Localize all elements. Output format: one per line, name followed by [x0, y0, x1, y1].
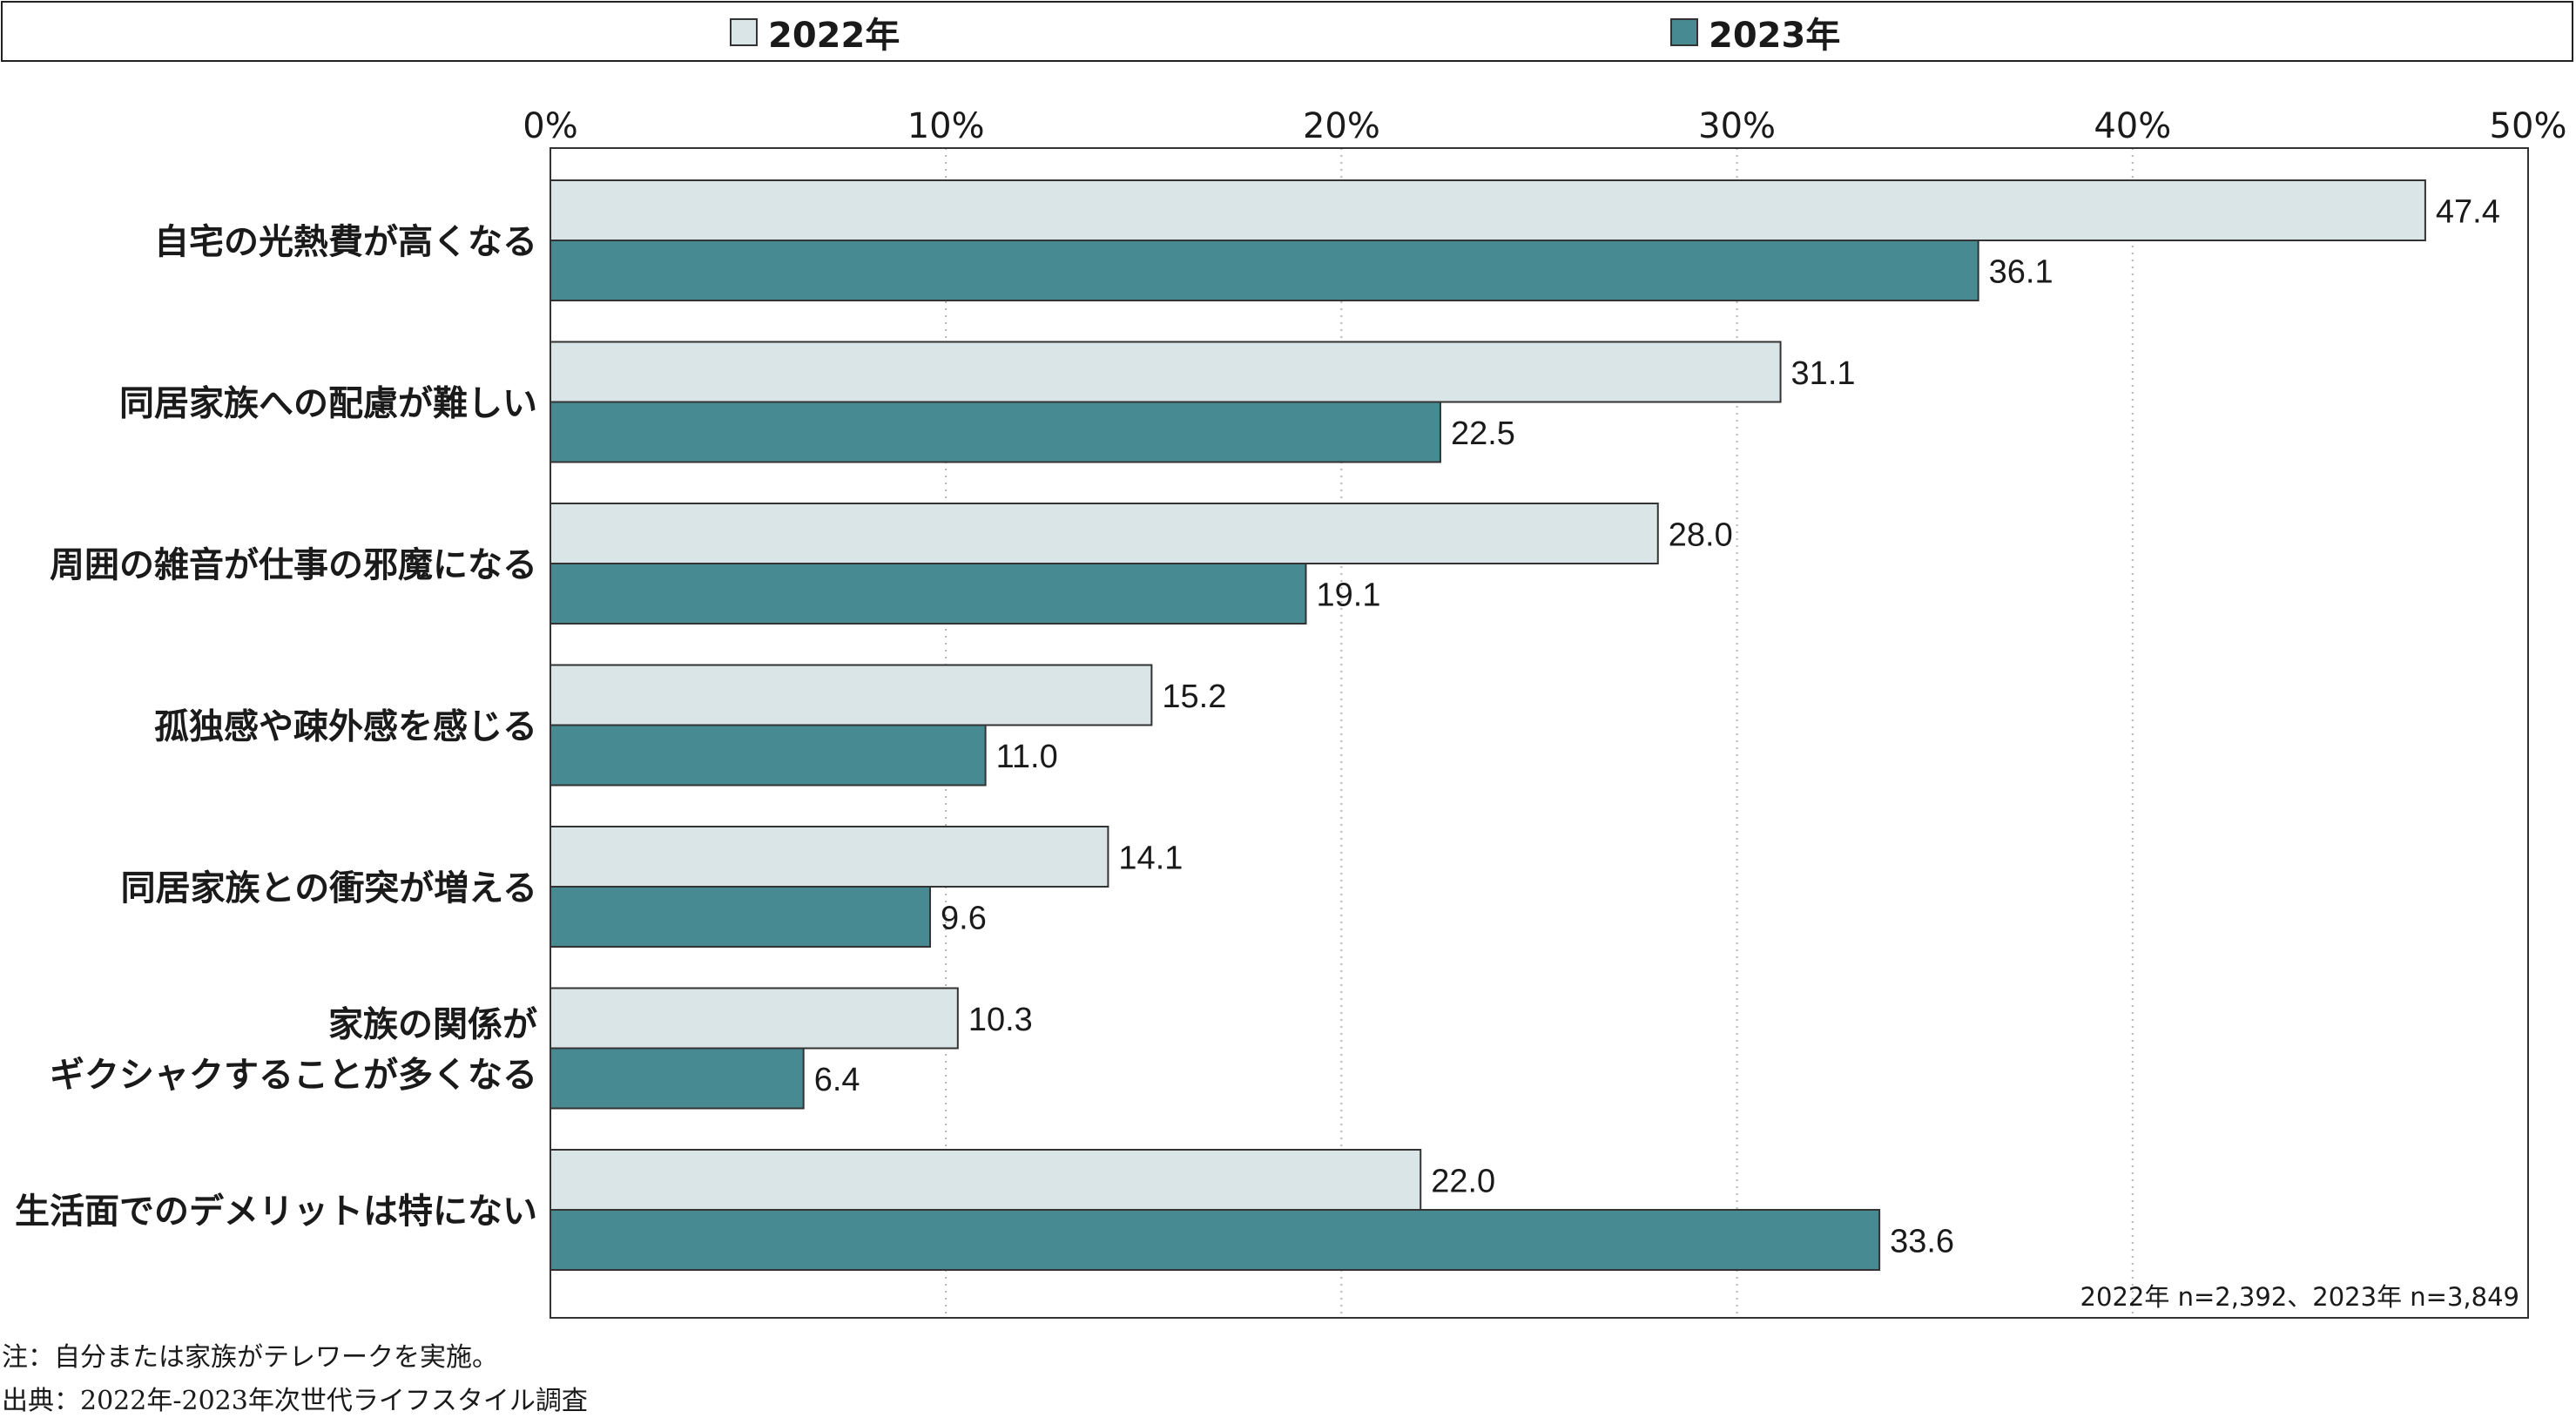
bar-2022 [550, 503, 1659, 564]
legend-label-2022: 2022年 [768, 16, 900, 56]
data-label: 6.4 [814, 1062, 860, 1098]
category-label: 孤独感や疎外感を感じる [154, 707, 537, 747]
data-label: 22.0 [1431, 1164, 1495, 1200]
data-label: 22.5 [1451, 415, 1515, 452]
category-label: 自宅の光熱費が高くなる [154, 222, 537, 262]
sample-size-note: 2022年 n=2,392、2023年 n=3,849 [2080, 1282, 2519, 1312]
source-note: 出典：2022年-2023年次世代ライフスタイル調査 [2, 1386, 588, 1416]
x-tick-label: 20% [1303, 106, 1380, 146]
bar-2023 [550, 886, 932, 948]
bar-2022 [550, 664, 1153, 726]
data-label: 9.6 [941, 901, 987, 937]
data-label: 47.4 [2436, 194, 2500, 231]
bar-2022 [550, 1149, 1422, 1211]
legend-item-2023: 2023年 [1670, 13, 1840, 56]
legend-swatch-2022 [730, 18, 758, 46]
category-label: ギクシャクすることが多くなる [50, 1056, 537, 1096]
x-tick-label: 10% [907, 106, 985, 146]
category-label: 同居家族との衝突が増える [121, 868, 537, 908]
data-label: 15.2 [1162, 679, 1226, 715]
bar-2023 [550, 401, 1441, 463]
legend: 2022年 2023年 [1, 1, 2573, 62]
category-label: 同居家族への配慮が難しい [119, 384, 537, 424]
data-label: 19.1 [1317, 577, 1381, 614]
x-tick-label: 40% [2094, 106, 2171, 146]
data-label: 28.0 [1669, 517, 1733, 554]
data-label: 31.1 [1791, 355, 1856, 392]
legend-label-2023: 2023年 [1709, 16, 1841, 56]
bar-2022 [550, 179, 2426, 241]
data-label: 33.6 [1890, 1224, 1954, 1260]
legend-item-2022: 2022年 [730, 13, 900, 56]
bar-2022 [550, 341, 1782, 403]
x-tick-label: 30% [1698, 106, 1776, 146]
legend-swatch-2023 [1670, 18, 1698, 46]
bar-2023 [550, 240, 1979, 301]
bar-2022 [550, 826, 1109, 888]
bar-2022 [550, 987, 959, 1050]
data-label: 36.1 [1989, 254, 2053, 291]
data-label: 11.0 [996, 739, 1058, 775]
footnote: 注：自分または家族がテレワークを実施。 [2, 1342, 498, 1373]
x-tick-label: 50% [2490, 106, 2567, 146]
data-label: 14.1 [1118, 841, 1183, 877]
bar-chart: 0% 10% 20% 30% 40% 50% 47.4 36.1 自宅の光熱費が高くなる 31.1… [15, 106, 2567, 1319]
bar-2023 [550, 1047, 805, 1110]
bar-2023 [550, 563, 1307, 625]
category-label: 生活面でのデメリットは特にない [15, 1192, 537, 1232]
x-tick-label: 0% [523, 106, 577, 146]
data-label: 10.3 [968, 1002, 1033, 1038]
bar-2023 [550, 724, 987, 787]
category-label: 家族の関係が [328, 1005, 537, 1045]
bar-2023 [550, 1209, 1881, 1271]
category-label: 周囲の雑音が仕事の邪魔になる [50, 545, 537, 585]
